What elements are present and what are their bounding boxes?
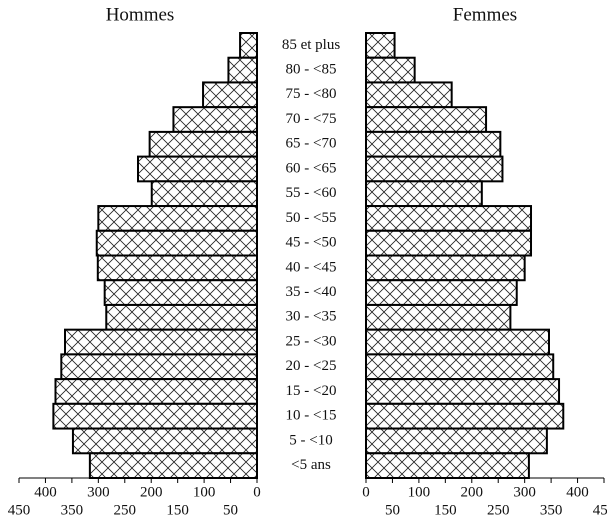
- panel-title: Hommes: [106, 4, 175, 25]
- bar: [64, 328, 258, 356]
- bar: [148, 130, 258, 158]
- bar: [88, 452, 258, 479]
- bar: [172, 106, 259, 133]
- bar: [365, 328, 550, 356]
- x-tick-label: 0: [362, 484, 370, 500]
- bar: [54, 378, 258, 405]
- category-label: 5 - <10: [289, 432, 332, 448]
- x-tick-label: 300: [513, 484, 536, 500]
- bar: [96, 254, 258, 282]
- x-tick-label: 150: [434, 502, 457, 518]
- bar: [71, 427, 258, 455]
- bar: [365, 106, 488, 133]
- category-label: 20 - <25: [286, 358, 337, 374]
- bar: [365, 130, 502, 158]
- x-tick-label: 350: [540, 502, 563, 518]
- x-tick-label: 0: [253, 484, 261, 500]
- x-tick-label: 100: [408, 484, 431, 500]
- bar: [202, 81, 258, 109]
- x-tick-label: 250: [487, 502, 510, 518]
- x-tick-label: 400: [566, 484, 589, 500]
- bar: [365, 155, 504, 183]
- bar: [365, 279, 518, 306]
- category-label: 30 - <35: [286, 309, 337, 325]
- bar: [97, 205, 259, 232]
- category-label: 10 - <15: [286, 408, 337, 424]
- bar: [137, 155, 258, 183]
- x-tick-label: 350: [61, 502, 84, 518]
- x-tick-label: 50: [385, 502, 400, 518]
- category-label: 55 - <60: [286, 185, 337, 201]
- x-tick-label: 150: [166, 502, 189, 518]
- bar: [365, 180, 483, 208]
- bar: [365, 81, 453, 109]
- bar: [365, 427, 548, 455]
- bar: [95, 229, 258, 257]
- bar: [150, 180, 258, 208]
- category-label: 35 - <40: [286, 284, 337, 300]
- category-label: 65 - <70: [286, 136, 337, 152]
- category-label: 75 - <80: [286, 86, 337, 102]
- bar: [60, 353, 258, 381]
- bar: [365, 32, 396, 59]
- bar: [365, 229, 533, 257]
- panel-title: Femmes: [453, 4, 517, 25]
- x-tick-label: 450: [593, 502, 607, 518]
- bar: [52, 402, 258, 430]
- x-tick-label: 400: [34, 484, 57, 500]
- category-label: 15 - <20: [286, 383, 337, 399]
- x-tick-label: 300: [87, 484, 110, 500]
- bar: [365, 378, 561, 405]
- bar: [365, 353, 555, 381]
- x-tick-label: 50: [223, 502, 238, 518]
- category-label: <5 ans: [291, 457, 331, 473]
- category-label: 25 - <30: [286, 333, 337, 349]
- x-tick-label: 200: [461, 484, 484, 500]
- bar: [365, 402, 565, 430]
- x-tick-label: 450: [8, 502, 31, 518]
- bar: [365, 56, 416, 84]
- category-label: 70 - <75: [286, 111, 337, 127]
- bar: [239, 32, 259, 59]
- x-tick-label: 100: [193, 484, 216, 500]
- category-label: 85 et plus: [282, 37, 340, 53]
- category-label: 40 - <45: [286, 259, 337, 275]
- bar: [365, 303, 512, 331]
- category-label: 45 - <50: [286, 235, 337, 251]
- bar: [227, 56, 259, 84]
- category-label: 60 - <65: [286, 160, 337, 176]
- category-label: 50 - <55: [286, 210, 337, 226]
- bar: [365, 452, 530, 479]
- bar: [365, 254, 526, 282]
- x-tick-label: 200: [140, 484, 163, 500]
- bar: [105, 303, 259, 331]
- category-label: 80 - <85: [286, 62, 337, 78]
- bar: [365, 205, 533, 232]
- x-tick-label: 250: [114, 502, 137, 518]
- bar: [103, 279, 259, 306]
